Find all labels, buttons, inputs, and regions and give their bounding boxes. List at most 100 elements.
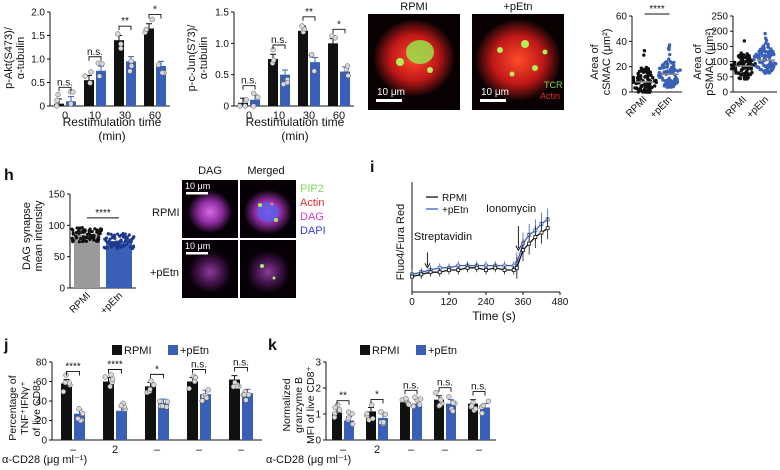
csmac-point — [642, 53, 646, 57]
pakt-point — [127, 68, 133, 74]
csmac-ytick-label: 20 — [616, 62, 628, 73]
h-point — [75, 226, 79, 230]
i-point — [527, 241, 532, 246]
h-point — [87, 229, 92, 233]
h-bar — [74, 234, 100, 288]
pcjun-sig-label: * — [337, 19, 341, 30]
pcjun-point — [271, 57, 277, 63]
psmac-point — [766, 45, 771, 49]
k-point — [364, 411, 370, 417]
csmac-ylabel-1: Area of — [589, 43, 601, 79]
pakt-ytick-label: 1.0 — [31, 55, 45, 66]
k-xtick-label: – — [476, 444, 483, 456]
chart-dag-intensity: 0 50 100 150 RPMI +pEtn **** — [48, 190, 136, 317]
pakt-bar — [114, 40, 124, 107]
tcr-scale-rpmi: 10 μm — [377, 87, 405, 98]
pakt-sig-bracket — [58, 86, 72, 92]
pcjun-point — [255, 94, 261, 100]
csmac-point — [667, 57, 671, 61]
h-point — [71, 231, 75, 235]
h-point — [127, 233, 131, 237]
h-point — [107, 240, 111, 244]
dag-image-rpmi-merged — [240, 180, 296, 238]
panel-letter-i: i — [370, 159, 374, 176]
i-point — [474, 265, 479, 270]
csmac-point — [634, 81, 638, 86]
k-xaxis-title: α-CD28 (μg ml⁻¹) — [266, 454, 351, 466]
j-point — [157, 398, 163, 404]
csmac-point — [638, 76, 643, 80]
i-point — [419, 272, 424, 277]
i-legend-rpmi: RPMI — [442, 193, 467, 204]
h-bar — [106, 241, 132, 288]
pakt-sig-bracket — [88, 56, 102, 61]
panel-letter-k: k — [268, 337, 277, 354]
psmac-ylabel-1: Area of — [692, 43, 704, 79]
panel-letter-h: h — [4, 167, 14, 184]
j-point — [108, 372, 114, 378]
k-point — [416, 402, 423, 408]
h-point — [121, 231, 125, 236]
k-ytick-label: 3 — [315, 358, 321, 369]
pcjun-sig-label: n.s. — [271, 35, 287, 46]
k-bar — [332, 412, 342, 440]
pakt-xtick-label: 60 — [149, 110, 161, 122]
k-point — [370, 415, 376, 422]
j-ytick-label: 0 — [41, 436, 47, 447]
i-xtick-label: 480 — [552, 297, 569, 308]
j-bar — [103, 381, 114, 440]
pakt-ylabel-2: α-tubulin — [15, 37, 27, 79]
i-xtick-label: 120 — [441, 297, 458, 308]
j-bar — [200, 394, 211, 440]
k-bar — [344, 420, 354, 440]
j-legend-swatch-rpmi — [112, 345, 122, 355]
dag-col-dag: DAG — [198, 165, 222, 177]
pcjun-sig-label: n.s. — [241, 76, 257, 87]
j-sig-label: n.s. — [233, 358, 249, 369]
psmac-point — [763, 31, 767, 36]
k-bar — [468, 403, 478, 440]
pakt-sig-bracket — [148, 14, 162, 19]
h-point — [125, 242, 129, 247]
k-point — [378, 409, 384, 415]
csmac-point — [644, 74, 648, 78]
h-point — [110, 236, 114, 240]
psmac-point — [740, 72, 745, 76]
h-xtick-label: RPMI — [68, 290, 93, 315]
h-point — [78, 226, 82, 230]
pakt-ytick-label: 0.5 — [31, 78, 45, 89]
k-ytick-label: 1 — [315, 410, 321, 421]
csmac-point — [657, 70, 661, 75]
k-bar — [378, 417, 388, 440]
psmac-point — [769, 47, 773, 51]
k-point — [332, 404, 338, 411]
csmac-point — [657, 75, 662, 79]
h-xtick-label: +pEtn — [99, 290, 125, 316]
pakt-point — [115, 31, 121, 37]
h-point — [115, 244, 120, 248]
i-point — [493, 265, 498, 270]
j-xaxis-title: α-CD28 (μg ml⁻¹) — [2, 454, 87, 466]
psmac-point — [745, 52, 749, 56]
j-xtick-label: – — [70, 444, 77, 456]
csmac-point — [670, 68, 674, 72]
pcjun-ylabel-1: p-c-Jun(S73)/ — [186, 24, 198, 92]
pcjun-point — [344, 63, 351, 69]
j-ytick-label: 20 — [36, 416, 48, 427]
j-ylabel-1: Percentage of — [7, 375, 19, 440]
pcjun-sig-bracket — [242, 85, 256, 90]
csmac-sig-label: **** — [649, 4, 665, 15]
j-point — [60, 389, 67, 395]
pakt-bar — [96, 70, 106, 106]
k-bar — [412, 403, 422, 440]
k-point — [336, 407, 343, 413]
k-legend-swatch-petn — [416, 345, 426, 355]
h-sig-label: **** — [95, 208, 111, 219]
k-legend-rpmi: RPMI — [372, 345, 400, 357]
k-point — [350, 421, 356, 427]
j-point — [76, 406, 82, 412]
psmac-point — [762, 69, 766, 74]
h-point — [125, 237, 129, 241]
k-legend-swatch-rpmi — [360, 345, 370, 355]
i-annotation-ionomycin: Ionomycin — [486, 203, 536, 215]
